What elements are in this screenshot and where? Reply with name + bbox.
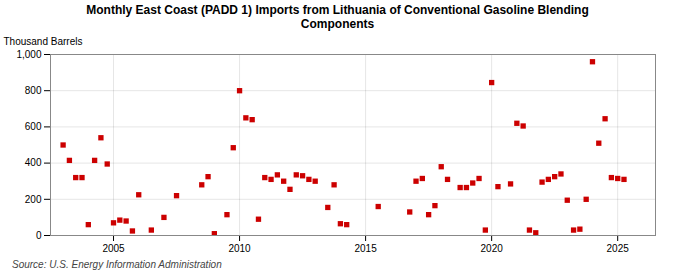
svg-text:600: 600	[25, 121, 42, 132]
svg-text:400: 400	[25, 157, 42, 168]
svg-text:2005: 2005	[102, 242, 125, 253]
svg-text:200: 200	[25, 193, 42, 204]
svg-text:2025: 2025	[607, 242, 630, 253]
svg-text:800: 800	[25, 85, 42, 96]
html-text:Source: U.S. Energy Informatio: Source: U.S. Energy Information Administ…	[12, 258, 222, 270]
svg-text:Thousand Barrels: Thousand Barrels	[4, 35, 83, 46]
svg-text:0: 0	[36, 229, 42, 240]
html-text:Monthly East Coast (PADD 1) Im: Monthly East Coast (PADD 1) Imports from…	[86, 3, 589, 32]
svg-text:2020: 2020	[481, 242, 504, 253]
svg-text:1,000: 1,000	[16, 48, 41, 59]
svg-text:2010: 2010	[228, 242, 251, 253]
svg-text:2015: 2015	[354, 242, 377, 253]
